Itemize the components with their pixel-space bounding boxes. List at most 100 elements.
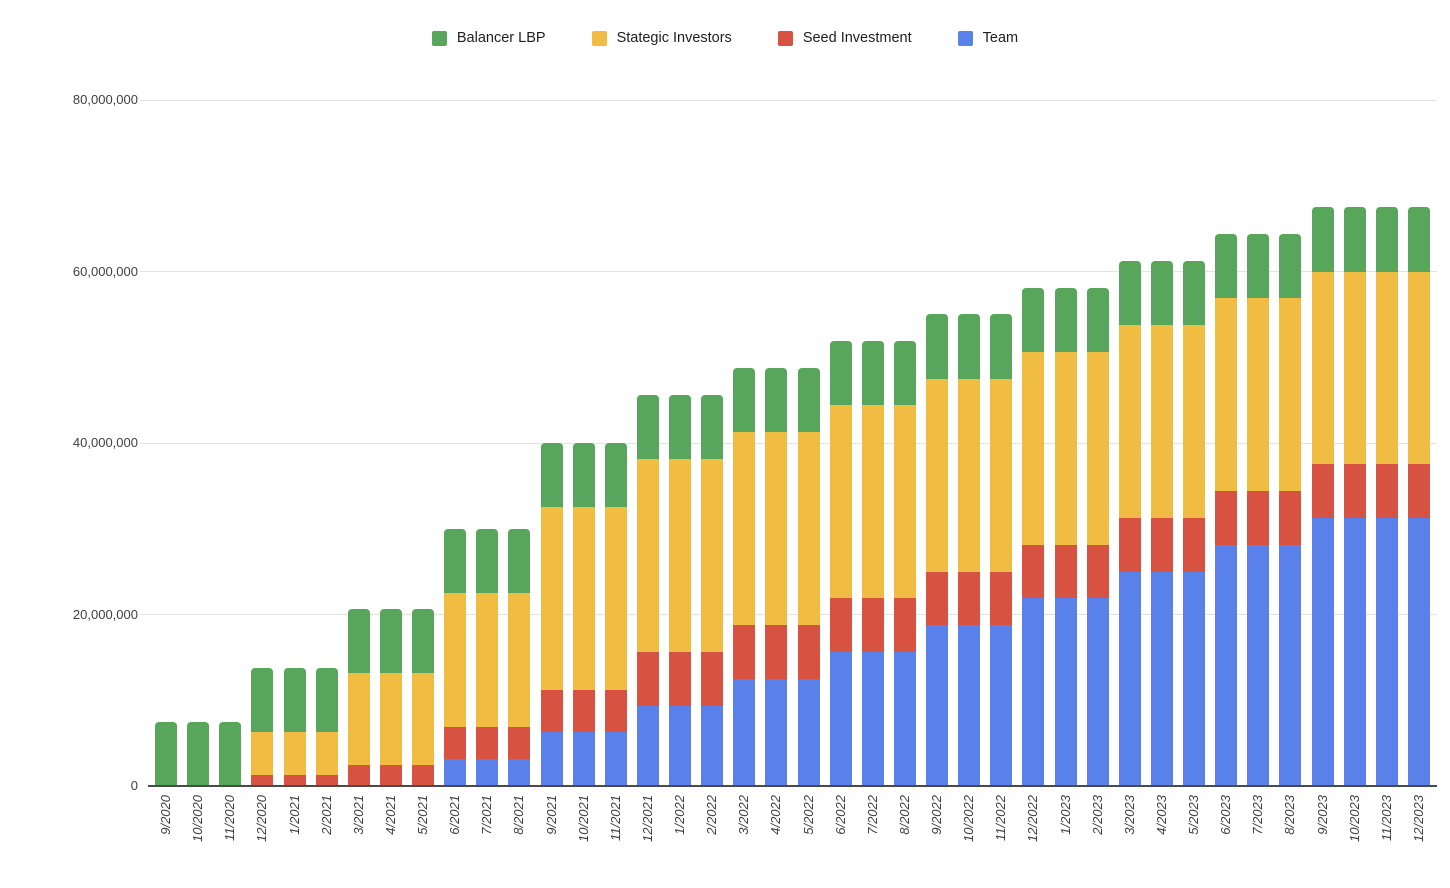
gridline	[140, 442, 1437, 444]
bar-segment-balancer-lbp	[219, 721, 242, 786]
x-axis-tick-label: 12/2022	[1025, 795, 1041, 842]
bar-segment-balancer-lbp	[861, 341, 884, 406]
bar-segment-balancer-lbp	[283, 668, 306, 733]
x-axis-tick-label: 5/2021	[415, 795, 431, 835]
y-axis-tick-label: 20,000,000	[72, 606, 138, 622]
bar-segment-stategic-investors	[1150, 325, 1173, 519]
bar-segment-team	[1022, 598, 1045, 786]
x-axis-tick-label: 1/2021	[286, 795, 302, 835]
bar-segment-balancer-lbp	[829, 341, 852, 406]
bar-segment-stategic-investors	[926, 378, 949, 572]
y-axis-tick-label: 60,000,000	[72, 263, 138, 279]
bar-segment-seed-investment	[1247, 491, 1270, 545]
x-axis-tick-label: 7/2023	[1250, 795, 1266, 835]
legend-item-stategic-investors: Stategic Investors	[591, 30, 732, 46]
bar-segment-balancer-lbp	[1086, 287, 1109, 352]
bar-segment-seed-investment	[1150, 518, 1173, 572]
legend-label: Balancer LBP	[456, 30, 546, 46]
bar-segment-team	[733, 678, 756, 786]
bar-segment-stategic-investors	[1118, 325, 1141, 519]
bar-segment-team	[1375, 518, 1398, 786]
bar-segment-balancer-lbp	[155, 721, 178, 786]
bar-segment-seed-investment	[1054, 544, 1077, 599]
legend-label: Stategic Investors	[616, 30, 732, 46]
legend-swatch	[777, 30, 793, 46]
bar-segment-balancer-lbp	[347, 609, 370, 674]
bar-segment-balancer-lbp	[1118, 260, 1141, 326]
legend-item-team: Team	[957, 30, 1019, 46]
x-axis-tick-label: 2/2023	[1089, 795, 1105, 835]
bar-segment-seed-investment	[1183, 518, 1206, 572]
bar-segment-team	[893, 652, 916, 786]
x-axis-tick-label: 9/2023	[1314, 795, 1330, 835]
bar-segment-stategic-investors	[1407, 271, 1430, 465]
bar-segment-stategic-investors	[1343, 271, 1366, 465]
bar-segment-seed-investment	[1022, 544, 1045, 599]
bar-segment-team	[669, 705, 692, 786]
bar-segment-team	[1215, 544, 1238, 786]
bar-segment-team	[958, 625, 981, 786]
bar-segment-balancer-lbp	[540, 443, 563, 508]
bar-segment-balancer-lbp	[1311, 207, 1334, 272]
bar-segment-team	[1183, 571, 1206, 786]
bar-segment-seed-investment	[765, 625, 788, 679]
bar-segment-stategic-investors	[958, 378, 981, 572]
bar-segment-team	[1118, 571, 1141, 786]
bar-segment-team	[540, 732, 563, 786]
bar-segment-seed-investment	[347, 764, 370, 786]
bar-segment-balancer-lbp	[797, 367, 820, 433]
legend-item-seed-investment: Seed Investment	[777, 30, 912, 46]
x-axis-tick-label: 11/2021	[607, 795, 623, 842]
bar-segment-balancer-lbp	[251, 668, 274, 733]
bar-segment-balancer-lbp	[1022, 287, 1045, 352]
bar-segment-balancer-lbp	[990, 314, 1013, 379]
x-axis-tick-label: 8/2021	[511, 795, 527, 835]
bar-segment-seed-investment	[829, 598, 852, 653]
gridline	[140, 271, 1437, 272]
legend-label: Team	[982, 30, 1019, 46]
x-axis-tick-label: 3/2023	[1121, 795, 1137, 835]
bar-segment-balancer-lbp	[187, 721, 210, 786]
x-axis-tick-label: 12/2020	[254, 795, 270, 842]
chart-legend: Balancer LBP Stategic Investors Seed Inves…	[0, 28, 1450, 48]
bar-segment-seed-investment	[1343, 464, 1366, 519]
bar-segment-stategic-investors	[572, 507, 595, 690]
bar-segment-team	[508, 759, 531, 786]
bar-segment-stategic-investors	[733, 432, 756, 626]
bar-segment-seed-investment	[1086, 544, 1109, 599]
bar-segment-team	[797, 678, 820, 786]
x-axis-tick-label: 6/2022	[832, 795, 848, 835]
bar-segment-stategic-investors	[701, 459, 724, 653]
bar-segment-balancer-lbp	[1054, 287, 1077, 352]
bar-segment-stategic-investors	[1375, 271, 1398, 465]
x-axis-tick-label: 5/2023	[1186, 795, 1202, 835]
bar-segment-stategic-investors	[669, 459, 692, 653]
bar-segment-stategic-investors	[1054, 351, 1077, 545]
bar-segment-stategic-investors	[347, 673, 370, 765]
bar-segment-stategic-investors	[1279, 298, 1302, 492]
bar-segment-seed-investment	[379, 764, 402, 786]
x-axis-tick-label: 2/2021	[318, 795, 334, 835]
bar-segment-balancer-lbp	[379, 609, 402, 674]
bar-segment-team	[861, 652, 884, 786]
bar-segment-seed-investment	[1375, 464, 1398, 519]
bar-segment-team	[444, 759, 467, 786]
bar-segment-balancer-lbp	[412, 609, 435, 674]
bar-segment-stategic-investors	[251, 732, 274, 776]
bar-segment-stategic-investors	[508, 593, 531, 728]
bar-segment-balancer-lbp	[1343, 207, 1366, 272]
x-axis-tick-label: 6/2021	[447, 795, 463, 835]
x-axis-line	[148, 785, 1437, 787]
bar-segment-team	[1311, 518, 1334, 786]
bar-segment-team	[1343, 518, 1366, 786]
bar-segment-balancer-lbp	[476, 528, 499, 594]
x-axis-tick-label: 10/2023	[1346, 795, 1362, 842]
bar-segment-seed-investment	[508, 727, 531, 760]
bar-segment-seed-investment	[701, 652, 724, 706]
bar-segment-stategic-investors	[1086, 351, 1109, 545]
bar-segment-seed-investment	[476, 727, 499, 760]
bar-segment-team	[765, 678, 788, 786]
bar-segment-team	[701, 705, 724, 786]
bar-segment-seed-investment	[926, 571, 949, 626]
